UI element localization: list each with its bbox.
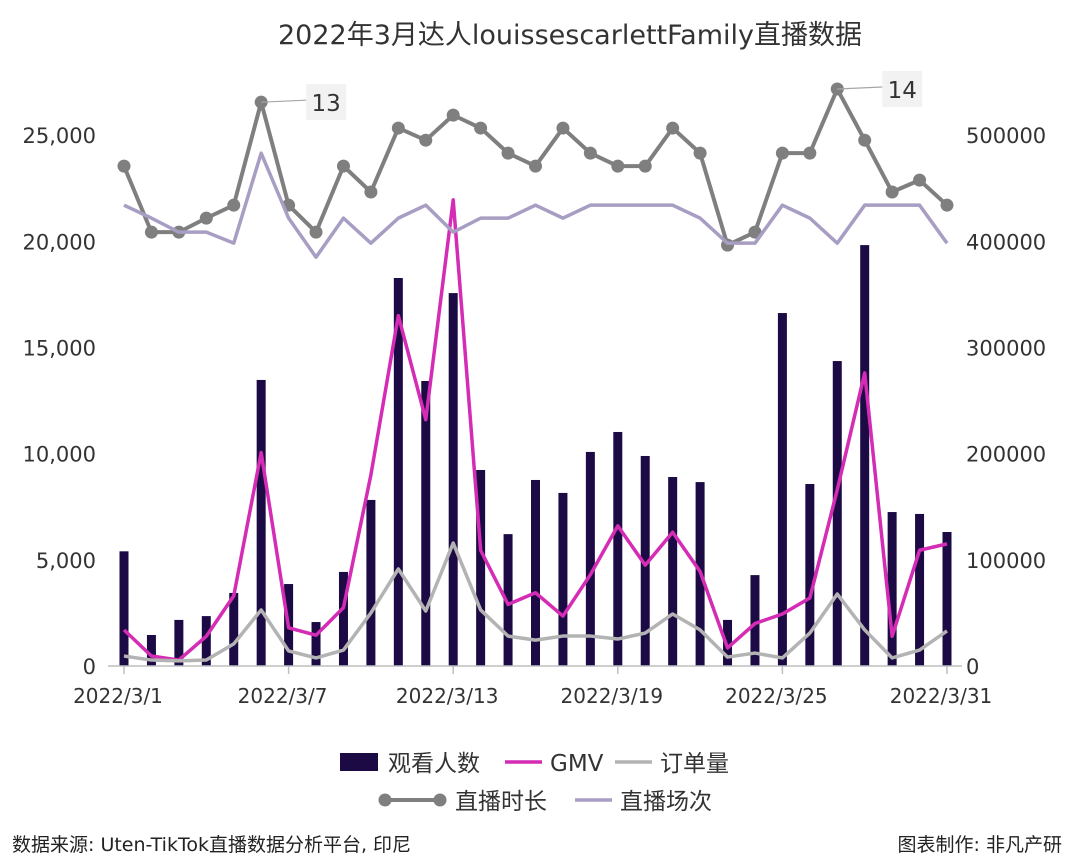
duration-point [419, 133, 433, 147]
duration-point [556, 121, 570, 135]
bar-viewers [942, 531, 952, 666]
duration-point [803, 146, 817, 160]
annotation-label: 13 [312, 91, 341, 117]
bar-viewers [887, 512, 897, 666]
bar-viewers [476, 469, 486, 666]
bar-viewers [915, 513, 925, 666]
x-tick-label: 2022/3/1 [73, 684, 163, 708]
bar-viewers [640, 455, 650, 666]
duration-point [638, 159, 652, 173]
duration-point [885, 185, 899, 199]
bar-viewers [531, 479, 540, 666]
legend-item: 观看人数 [340, 751, 480, 777]
bar-viewers [832, 361, 842, 666]
x-tick-label: 2022/3/31 [890, 684, 993, 708]
y-right-tick-label: 100000 [966, 549, 1046, 573]
annotation-label: 14 [888, 78, 917, 104]
bar-viewers [146, 634, 156, 666]
bar-viewers [229, 592, 239, 666]
bar-viewers [393, 278, 403, 666]
duration-point [227, 198, 241, 212]
duration-point [474, 121, 488, 135]
chart: 2022年3月达人louissescarlettFamily直播数据 2022/… [23, 20, 1047, 815]
x-tick-label: 2022/3/13 [396, 684, 499, 708]
y-left-tick-label: 0 [83, 655, 96, 679]
bar-viewers [338, 571, 348, 666]
bar-viewers [174, 619, 184, 666]
bar-viewers [421, 381, 431, 666]
duration-point [748, 225, 762, 239]
y-right-tick-label: 0 [966, 655, 979, 679]
y-left-tick-label: 5,000 [36, 549, 96, 573]
series-line-2 [123, 541, 949, 663]
bar-viewers [503, 534, 513, 666]
legend-label: 直播时长 [455, 789, 547, 815]
legend-label: 订单量 [660, 751, 729, 777]
duration-point [501, 146, 515, 160]
duration-point [940, 198, 954, 212]
chart-title: 2022年3月达人louissescarlettFamily直播数据 [278, 20, 862, 51]
annotation-leader [261, 99, 307, 103]
duration-point [858, 133, 872, 147]
bar-viewers [119, 551, 129, 666]
bar-viewers [613, 431, 623, 666]
y-left-tick-label: 10,000 [23, 443, 96, 467]
y-right-tick-label: 200000 [966, 443, 1046, 467]
y-left-tick-label: 25,000 [23, 124, 96, 148]
duration-point [775, 146, 789, 160]
legend-item: 订单量 [615, 751, 729, 777]
legend-label: 直播场次 [620, 789, 712, 815]
duration-point [336, 159, 350, 173]
legend-label: 观看人数 [388, 751, 480, 777]
x-tick-label: 2022/3/7 [238, 684, 328, 708]
annotation-leader [837, 86, 883, 90]
y-left-tick-label: 15,000 [23, 336, 96, 360]
legend-item: 直播时长 [378, 789, 547, 815]
series-line-1 [122, 198, 948, 662]
duration-point [666, 121, 680, 135]
duration-point [693, 146, 707, 160]
y-left-tick-label: 20,000 [23, 230, 96, 254]
legend-swatch [340, 753, 378, 771]
duration-point [117, 159, 131, 173]
x-tick-label: 2022/3/25 [725, 684, 828, 708]
annotation-box [882, 71, 923, 108]
bar-viewers [777, 313, 787, 666]
legend-item: GMV [505, 751, 604, 777]
y-right-tick-label: 300000 [966, 336, 1046, 360]
series-line-4 [123, 151, 949, 259]
duration-point [611, 159, 625, 173]
bar-viewers [860, 245, 870, 666]
duration-point [583, 146, 597, 160]
y-right-tick-label: 400000 [966, 230, 1046, 254]
duration-point [309, 225, 323, 239]
bar-viewers [448, 293, 458, 666]
bar-viewers [668, 476, 678, 666]
data-source: 数据来源: Uten-TikTok直播数据分析平台, 印尼 [12, 834, 412, 856]
duration-point [199, 211, 213, 225]
legend-item: 直播场次 [575, 789, 712, 815]
duration-point [391, 121, 405, 135]
chart-credit: 图表制作: 非凡产研 [897, 834, 1062, 856]
bar-viewers [311, 622, 321, 666]
bar-viewers [256, 379, 266, 666]
bar-viewers [750, 575, 760, 666]
duration-point [913, 173, 927, 187]
duration-point [144, 225, 158, 239]
x-tick-label: 2022/3/19 [561, 684, 664, 708]
duration-point [446, 108, 460, 122]
duration-point [364, 185, 378, 199]
bar-viewers [805, 484, 815, 666]
bar-viewers [585, 451, 595, 666]
legend-label: GMV [550, 751, 604, 777]
y-right-tick-label: 500000 [966, 124, 1046, 148]
bar-viewers [201, 616, 211, 666]
bar-viewers [558, 492, 568, 666]
annotation-box [306, 84, 347, 121]
duration-point [529, 159, 542, 173]
bar-viewers [366, 499, 376, 666]
